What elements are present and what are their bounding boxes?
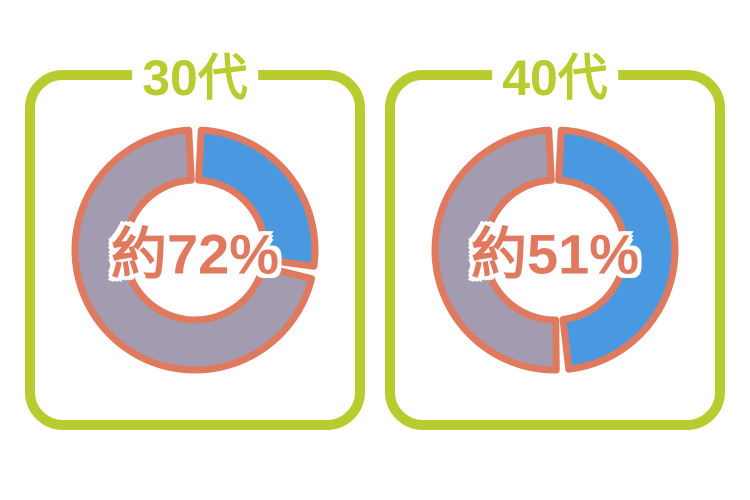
panel-title: 40代 bbox=[492, 38, 618, 110]
panel-30s: 30代 約72% bbox=[25, 70, 365, 430]
donut-chart-30s: 約72% bbox=[65, 120, 325, 380]
donut-center-label: 約72% bbox=[111, 210, 279, 291]
panel-40s: 40代 約51% bbox=[385, 70, 725, 430]
donut-center-label: 約51% bbox=[471, 210, 639, 291]
panel-title: 30代 bbox=[132, 38, 258, 110]
donut-chart-40s: 約51% bbox=[425, 120, 685, 380]
